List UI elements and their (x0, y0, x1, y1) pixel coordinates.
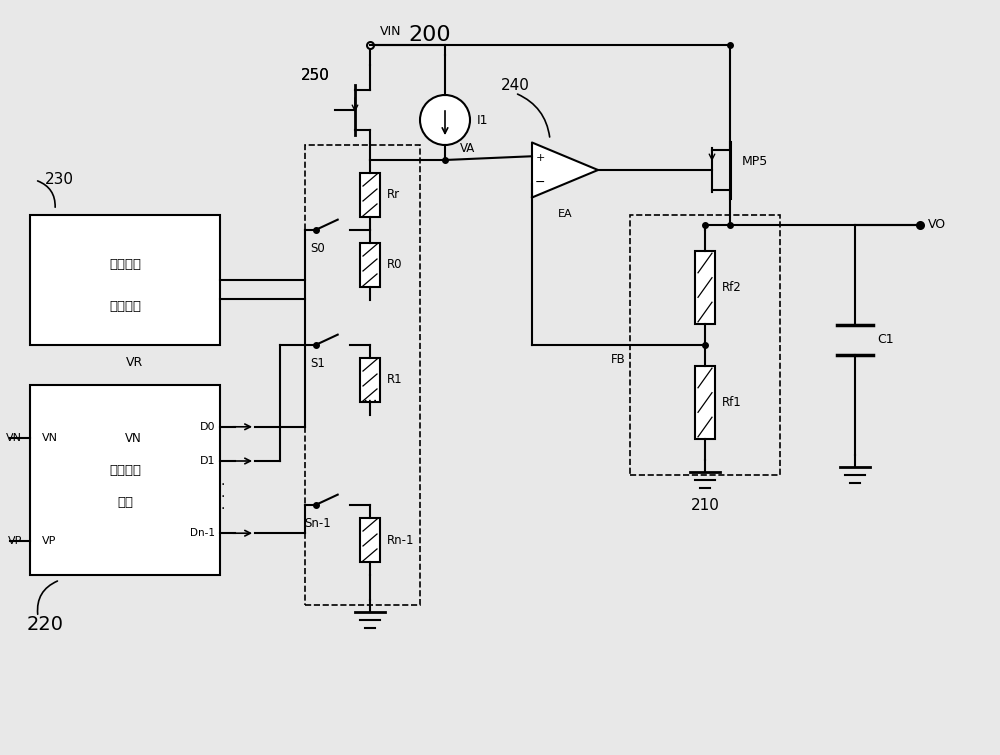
Text: 220: 220 (26, 615, 64, 634)
Bar (360, 518, 380, 562)
Bar (305, 145, 420, 605)
Bar (360, 242, 380, 288)
Text: S1: S1 (310, 357, 325, 370)
Text: 基准电压: 基准电压 (109, 258, 141, 271)
Text: +: + (536, 153, 545, 163)
Text: R0: R0 (387, 258, 402, 272)
Text: Rr: Rr (387, 189, 400, 202)
Text: Sn-1: Sn-1 (304, 517, 331, 530)
Text: VP: VP (42, 536, 56, 546)
Text: Dn-1: Dn-1 (190, 528, 215, 538)
Text: EA: EA (558, 208, 572, 219)
Text: S0: S0 (310, 242, 325, 255)
Text: 250: 250 (301, 68, 329, 83)
Text: VP: VP (8, 536, 22, 546)
Bar (630, 215, 780, 475)
Text: 电路: 电路 (117, 496, 133, 510)
Bar (30, 215, 220, 345)
Text: VIN: VIN (380, 25, 402, 38)
Text: 210: 210 (691, 498, 719, 513)
Text: VA: VA (460, 142, 475, 155)
Text: I1: I1 (477, 113, 489, 127)
Circle shape (420, 95, 470, 145)
Text: D1: D1 (200, 456, 215, 466)
Text: −: − (535, 176, 546, 189)
Text: VN: VN (6, 433, 22, 443)
Text: 200: 200 (409, 25, 451, 45)
Text: D0: D0 (200, 422, 215, 432)
Text: R1: R1 (387, 374, 403, 387)
Text: 240: 240 (501, 78, 529, 93)
Bar (30, 385, 220, 575)
Text: FB: FB (611, 353, 626, 366)
Text: 230: 230 (45, 172, 74, 187)
Text: VN: VN (125, 432, 142, 445)
Text: ·
·
·: · · · (221, 479, 225, 516)
Text: Rf2: Rf2 (722, 281, 742, 294)
Polygon shape (532, 143, 598, 198)
Text: Rf1: Rf1 (722, 396, 742, 409)
Text: MP5: MP5 (742, 155, 768, 168)
Bar (360, 358, 380, 402)
Text: ...: ... (362, 389, 378, 406)
Text: Rn-1: Rn-1 (387, 534, 415, 547)
Text: VR: VR (126, 356, 144, 369)
Bar (360, 173, 380, 217)
Text: 250: 250 (301, 68, 329, 83)
Text: VO: VO (928, 218, 946, 232)
Text: C1: C1 (877, 334, 894, 347)
Bar (695, 251, 715, 325)
Text: 失调校准: 失调校准 (109, 464, 141, 477)
Bar (695, 365, 715, 439)
Text: 产生电路: 产生电路 (109, 300, 141, 313)
Text: VN: VN (42, 433, 58, 443)
